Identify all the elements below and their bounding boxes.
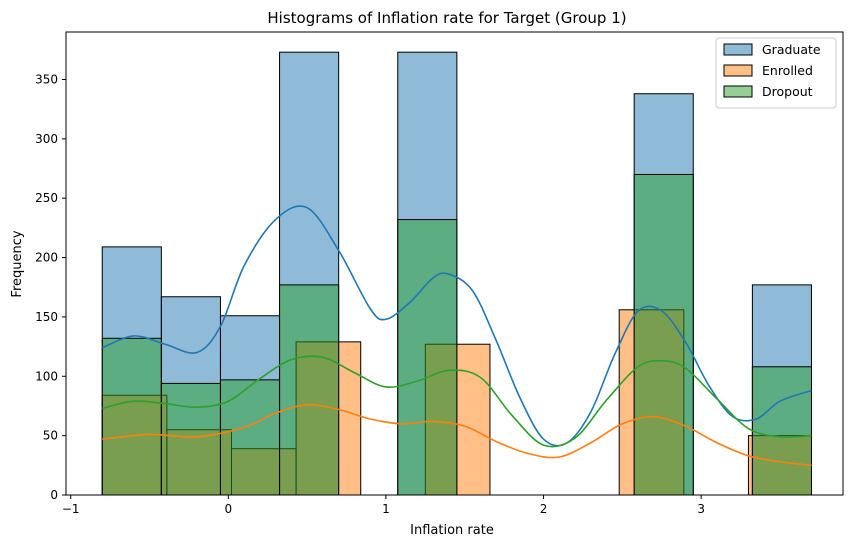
- y-tick-label: 200: [35, 251, 58, 265]
- y-tick-label: 350: [35, 72, 58, 86]
- enrolled-legend-label: Enrolled: [762, 63, 813, 78]
- dropout-bar-1: [160, 382, 221, 496]
- graduate-kde-line: [101, 205, 812, 447]
- y-tick-label: 150: [35, 310, 58, 324]
- dropout-bar-3: [279, 284, 340, 496]
- y-tick-label: 50: [43, 429, 58, 443]
- graduate-legend-swatch: [723, 43, 753, 56]
- plot-frame: [65, 31, 844, 496]
- x-axis-label: Inflation rate: [410, 523, 494, 538]
- y-axis: 0 50 100 150 200 250 300 350: [35, 72, 66, 502]
- graduate-legend-label: Graduate: [762, 42, 821, 57]
- x-tick-label: 2: [540, 502, 548, 516]
- dropout-bar-5: [633, 173, 694, 496]
- y-tick-label: 100: [35, 369, 58, 383]
- x-tick-label: −1: [62, 502, 80, 516]
- dropout-legend-label: Dropout: [762, 84, 813, 99]
- dropout-bar-6: [751, 366, 812, 496]
- x-axis: −1 0 1 2 3: [62, 495, 705, 516]
- chart-title: Histograms of Inflation rate for Target …: [267, 9, 626, 27]
- x-tick-label: 0: [225, 502, 233, 516]
- enrolled-kde-line: [102, 403, 812, 467]
- legend: Graduate Enrolled Dropout: [715, 37, 837, 109]
- y-tick-label: 250: [35, 191, 58, 205]
- y-axis-label: Frequency: [10, 230, 25, 297]
- dropout-kde-line: [102, 355, 812, 448]
- dropout-bar-0: [101, 337, 162, 496]
- y-tick-label: 0: [50, 488, 58, 502]
- plot-area: [101, 51, 812, 496]
- x-tick-label: 1: [382, 502, 390, 516]
- x-tick-label: 3: [697, 502, 705, 516]
- y-tick-label: 300: [35, 132, 58, 146]
- enrolled-legend-swatch: [723, 64, 753, 77]
- dropout-bar-2: [219, 379, 281, 496]
- dropout-bar-4: [397, 219, 458, 496]
- dropout-legend-swatch: [723, 85, 753, 98]
